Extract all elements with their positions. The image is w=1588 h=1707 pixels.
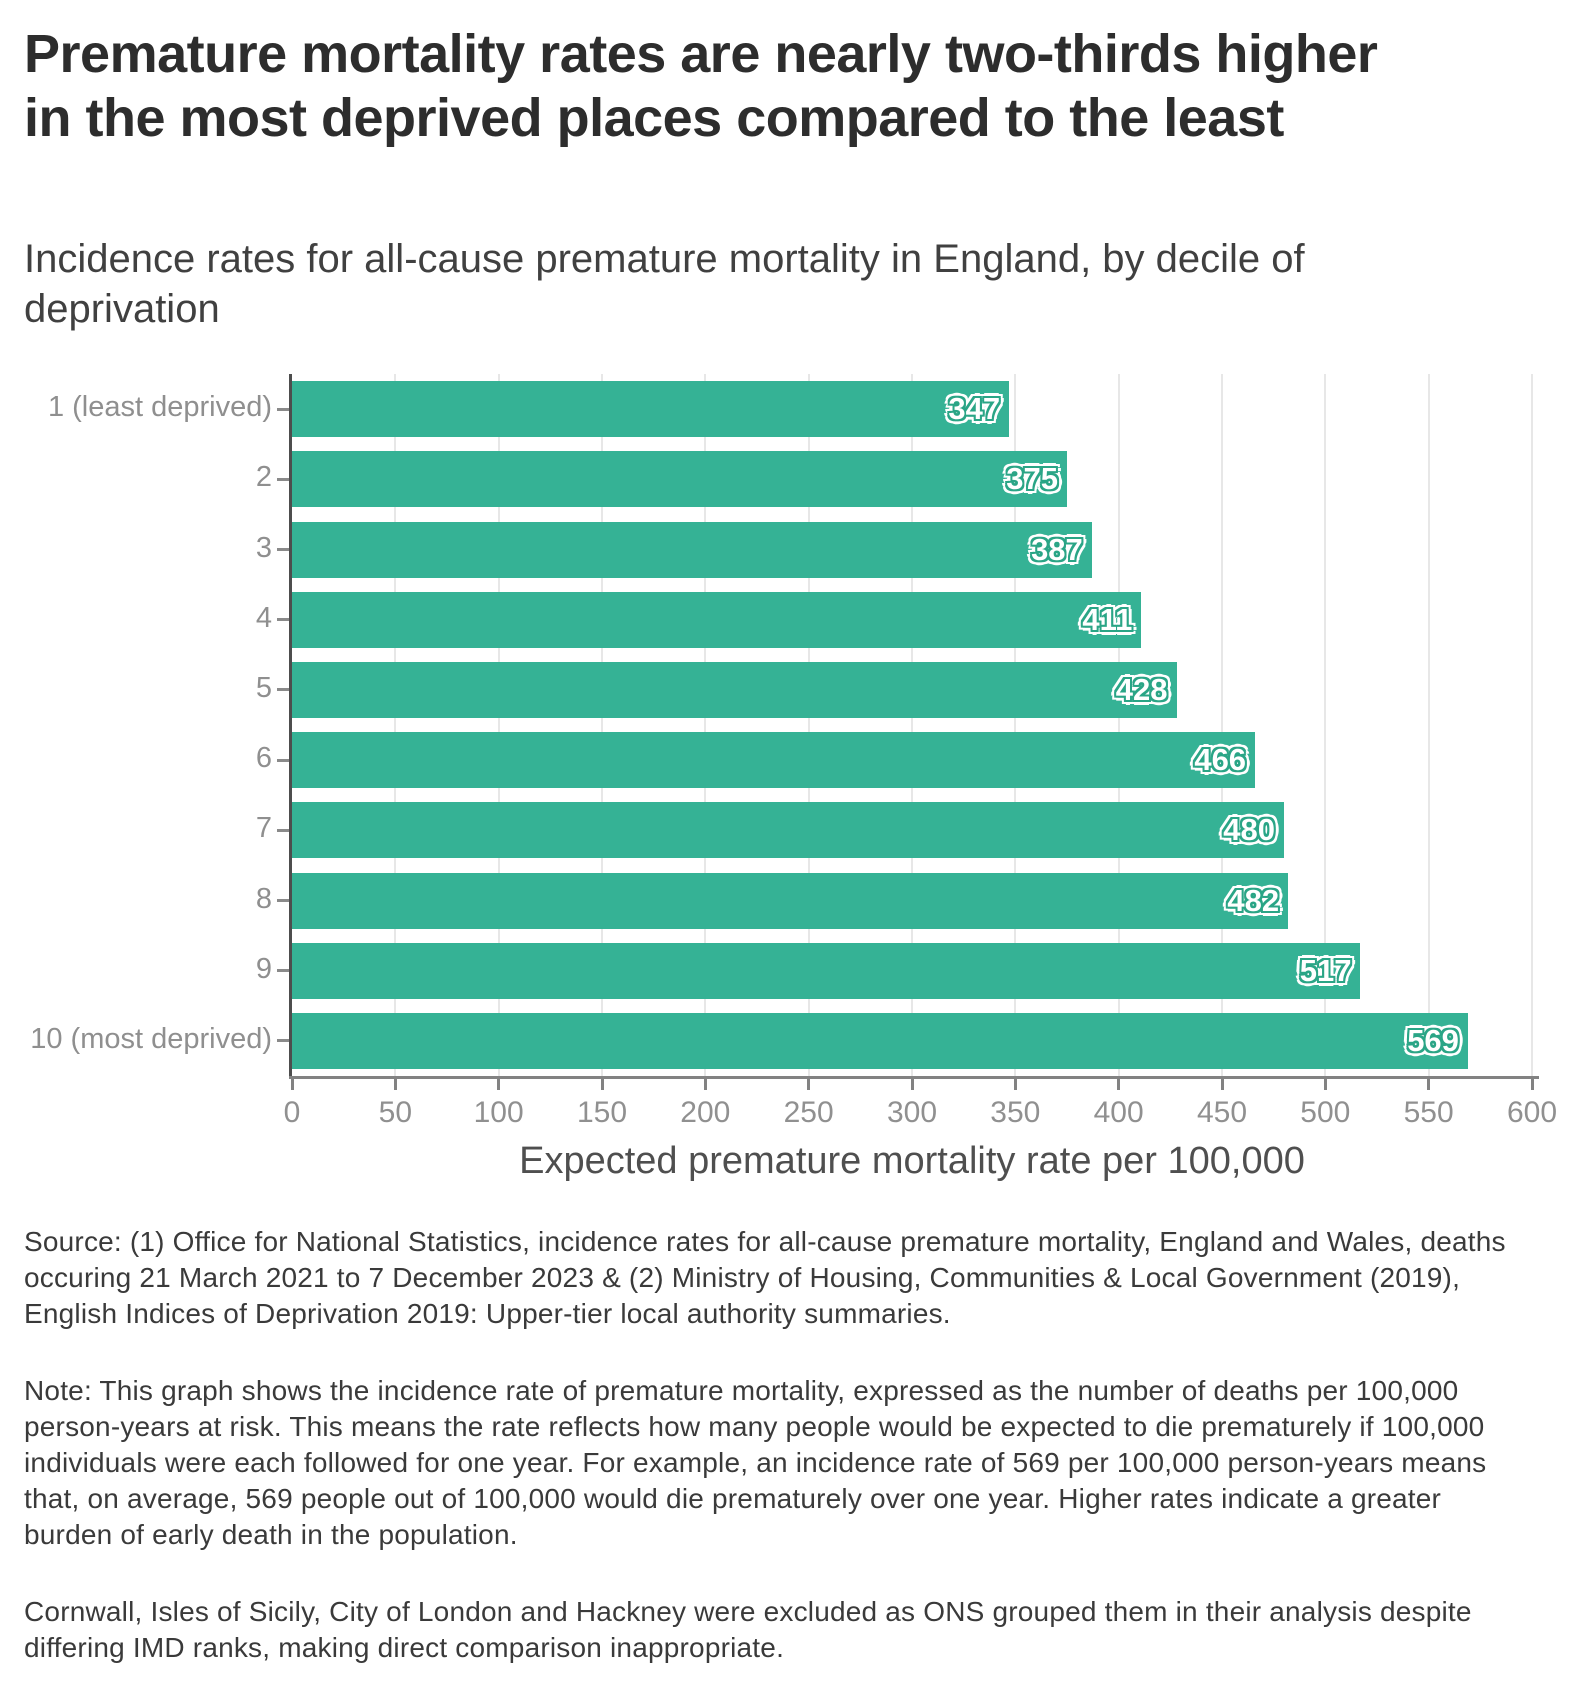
bar: 347 [292, 381, 1010, 438]
y-axis-tick [277, 548, 289, 551]
x-axis-tick-label: 150 [576, 1096, 628, 1129]
x-axis-label: Expected premature mortality rate per 10… [519, 1140, 1305, 1182]
footnotes: Source: (1) Office for National Statisti… [24, 1224, 1534, 1707]
y-axis-line [289, 374, 292, 1078]
bar-value-label: 347 [948, 391, 1001, 427]
page-title: Premature mortality rates are nearly two… [24, 24, 1378, 148]
y-axis-tick-label: 9 [255, 952, 272, 985]
gridline [601, 374, 603, 1076]
x-axis-tick [1530, 1079, 1534, 1090]
y-axis-tick [277, 407, 289, 411]
bar: 387 [292, 521, 1092, 578]
x-axis-tick-label: 450 [1196, 1096, 1248, 1129]
bar-value-label: 387 [1031, 531, 1083, 567]
y-axis-tick [277, 969, 289, 973]
bar: 428 [292, 661, 1177, 718]
x-axis-tick-label: 400 [1093, 1096, 1144, 1129]
source-note: Source: (1) Office for National Statisti… [24, 1226, 1506, 1329]
bar-chart: 347 375 387 411 428 466 480 482 517 569 1 (least … [0, 374, 1588, 1129]
x-axis-tick-label: 200 [680, 1096, 731, 1129]
bar: 375 [292, 451, 1067, 508]
bar: 569 [292, 1012, 1468, 1069]
x-axis-tick [1220, 1079, 1224, 1090]
y-axis-tick [277, 899, 289, 902]
gridline [497, 374, 500, 1076]
bar: 482 [292, 872, 1289, 929]
x-axis-tick [497, 1079, 501, 1090]
x-axis-tick [600, 1079, 604, 1090]
plot-area: 347 375 387 411 428 466 480 482 517 569 [292, 374, 1533, 1076]
x-axis-tick-label: 0 [283, 1096, 301, 1129]
x-axis-tick [1013, 1079, 1017, 1090]
bar-value-label: 411 [1082, 601, 1133, 637]
gridline [704, 374, 707, 1076]
x-axis-tick-label: 50 [378, 1096, 413, 1129]
y-axis-tick-label: 3 [255, 531, 272, 564]
bar-value-label: 517 [1299, 952, 1352, 988]
x-axis-tick [703, 1079, 707, 1090]
y-axis-tick [277, 1039, 289, 1043]
x-axis-tick [393, 1079, 397, 1090]
bar-value-label: 480 [1223, 812, 1275, 848]
y-axis-tick [277, 618, 289, 622]
gridline [807, 374, 810, 1076]
bar: 411 [292, 591, 1142, 648]
gridline [1117, 374, 1120, 1076]
x-axis-tick [290, 1079, 294, 1090]
y-axis-tick [277, 688, 289, 692]
bar-value-label: 428 [1115, 671, 1168, 707]
x-axis-tick-label: 100 [473, 1096, 524, 1129]
x-axis-tick [1427, 1079, 1431, 1090]
y-axis-tick-label: 7 [255, 812, 272, 845]
gridline [1531, 374, 1533, 1076]
y-axis-tick-label: 10 (most deprived) [30, 1022, 272, 1055]
exclusion-note: Cornwall, Isles of Sicily, City of Londo… [24, 1596, 1472, 1663]
x-axis-tick [910, 1079, 914, 1090]
x-axis-tick [1117, 1079, 1121, 1090]
x-axis-tick [1323, 1079, 1327, 1090]
bar: 466 [292, 732, 1256, 789]
bar-value-label: 466 [1194, 742, 1247, 778]
gridline [1014, 374, 1017, 1076]
x-axis-tick-label: 550 [1403, 1096, 1454, 1129]
y-axis-tick [277, 477, 289, 481]
y-axis-tick-label: 6 [255, 742, 272, 775]
y-axis-tick-label: 4 [255, 601, 272, 634]
y-axis-tick [277, 828, 289, 832]
chart-subtitle: Incidence rates for all-cause premature … [24, 237, 1305, 331]
y-axis-tick-label: 8 [255, 882, 272, 915]
gridline [1221, 374, 1223, 1076]
bar-value-label: 375 [1006, 461, 1058, 497]
x-axis-tick-label: 350 [990, 1096, 1041, 1129]
gridline [1427, 374, 1430, 1076]
gridline [394, 374, 397, 1076]
bar: 517 [292, 942, 1361, 999]
bar: 480 [292, 802, 1284, 859]
gridline [1324, 374, 1327, 1076]
gridline [911, 374, 913, 1076]
y-axis-tick-label: 5 [255, 671, 272, 704]
bar-value-label: 569 [1407, 1022, 1459, 1058]
x-axis-line [289, 1076, 1539, 1079]
y-axis-tick [277, 758, 289, 762]
x-axis-tick [807, 1079, 811, 1090]
x-axis-tick-label: 600 [1506, 1096, 1558, 1129]
method-note: Note: This graph shows the incidence rat… [24, 1375, 1487, 1550]
x-axis-tick-label: 300 [886, 1096, 938, 1129]
y-axis-tick-label: 1 (least deprived) [47, 391, 272, 424]
x-axis-tick-label: 250 [783, 1096, 834, 1129]
y-axis-tick-label: 2 [255, 461, 272, 494]
bar-value-label: 482 [1227, 882, 1280, 918]
x-axis-tick-label: 500 [1300, 1096, 1351, 1129]
